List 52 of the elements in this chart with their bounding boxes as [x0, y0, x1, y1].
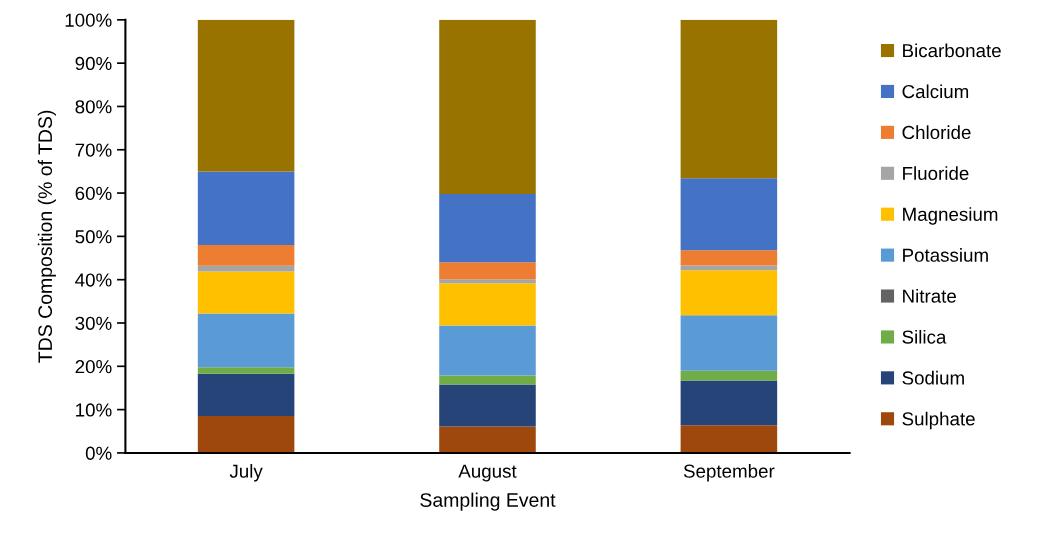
y-tick-label: 100% [65, 13, 112, 27]
bar [439, 193, 536, 263]
bar [680, 380, 778, 426]
bar [680, 370, 778, 381]
bar [197, 313, 295, 368]
y-tick-label: 70% [75, 143, 112, 157]
bar [439, 375, 536, 385]
bar [439, 384, 536, 427]
bar [439, 283, 536, 326]
y-tick-label: 0% [85, 446, 112, 460]
y-tick-label: 60% [75, 186, 112, 201]
bar [439, 262, 536, 280]
x-tick-label: August [458, 464, 517, 482]
bar [439, 325, 536, 376]
bar [197, 19, 295, 172]
bar [439, 279, 536, 284]
x-tick-label: September [683, 464, 775, 482]
bar [197, 271, 295, 314]
bar [197, 416, 295, 453]
legend-label: Fluoride [903, 166, 969, 181]
y-tick-label: 10% [76, 403, 112, 417]
bar [197, 373, 295, 417]
legend-label: Calcium [902, 84, 969, 99]
legend-label: Bicarbonate [903, 43, 1001, 58]
y-tick-label: 20% [75, 360, 112, 374]
legend-label: Sulphate [902, 411, 975, 430]
bar [680, 315, 778, 371]
legend-label: Nitrate [903, 289, 956, 303]
x-axis-title: Sampling Event [420, 492, 556, 511]
bar [197, 171, 295, 246]
bar [680, 178, 778, 251]
legend-label: Magnesium [903, 207, 998, 225]
y-axis-title: TDS Composition (% of TDS) [37, 110, 56, 363]
bar [197, 245, 295, 266]
bar [680, 425, 778, 453]
bar [680, 270, 778, 316]
bar [680, 19, 778, 179]
bar [439, 19, 536, 194]
bar [680, 265, 778, 271]
y-tick-label: 90% [75, 56, 112, 71]
bar [680, 250, 778, 266]
bar [439, 426, 536, 453]
bar [197, 367, 295, 374]
y-tick-label: 50% [75, 230, 112, 244]
y-tick-label: 40% [75, 273, 112, 287]
legend-label: Sodium [902, 370, 964, 385]
legend-label: Chloride [902, 125, 971, 140]
legend-label: Potassium [903, 248, 988, 262]
y-tick-label: 30% [75, 316, 112, 330]
x-tick-label: July [229, 464, 263, 482]
y-tick-label: 80% [75, 100, 112, 114]
legend-label: Silica [902, 329, 947, 344]
